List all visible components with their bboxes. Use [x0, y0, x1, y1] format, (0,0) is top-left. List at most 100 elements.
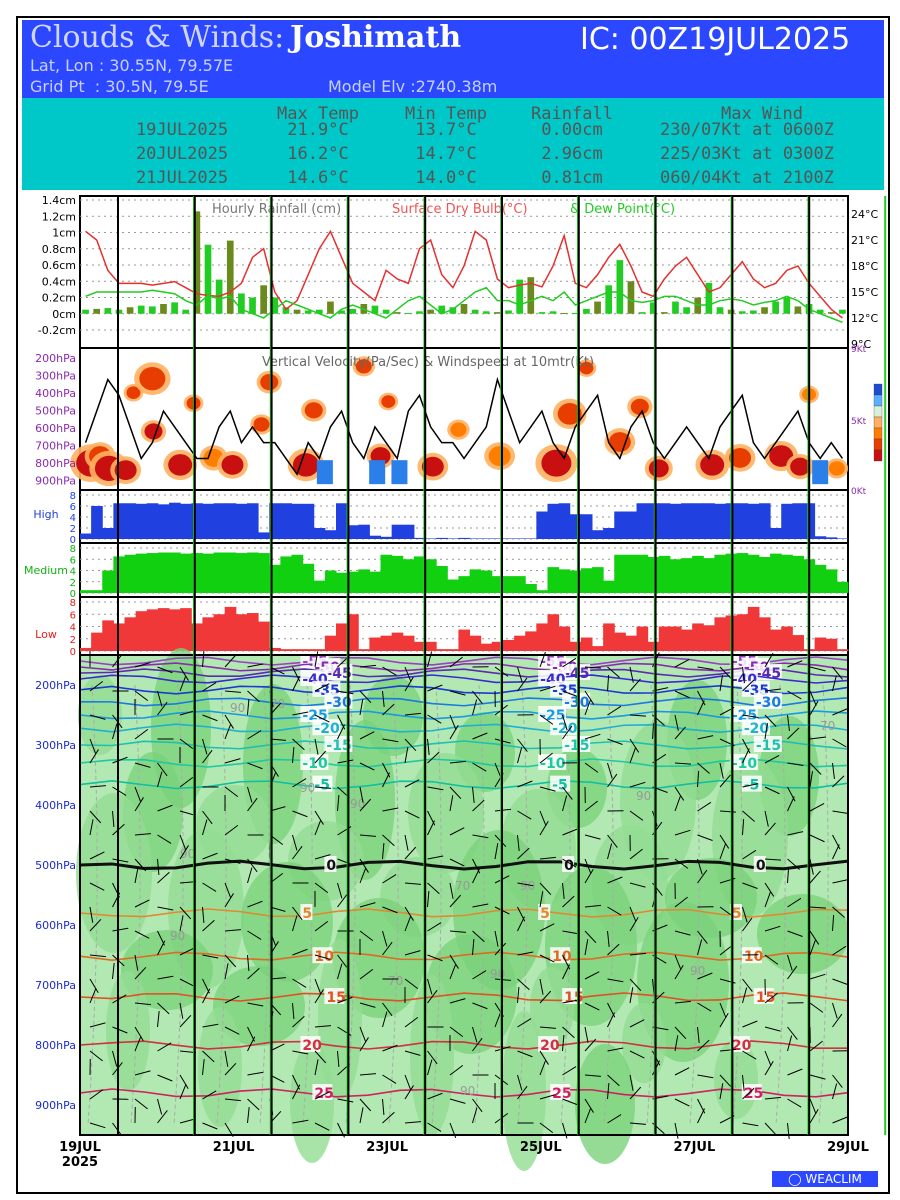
- dew-point-legend: & Dew Point(°C): [570, 202, 675, 217]
- wind-barb: [247, 858, 258, 873]
- wind-barb: [719, 774, 731, 788]
- wind-barb: [472, 732, 488, 740]
- temperature-label: -10: [302, 756, 328, 772]
- rain-bar: [204, 244, 212, 314]
- temp-label-bg: [729, 706, 758, 722]
- wind-barb: [719, 944, 733, 956]
- cloud-bar: [436, 649, 448, 651]
- vv-blob: [114, 460, 137, 481]
- cloud-bar: [91, 506, 103, 539]
- cloud-bar: [180, 608, 192, 651]
- wind-barb: [224, 690, 241, 693]
- cloud-bar: [235, 503, 248, 539]
- rh-level-label: 200hPa: [35, 679, 76, 692]
- wind-barb: [562, 786, 573, 800]
- wind-barb: [179, 1002, 184, 1019]
- wind-barb: [517, 677, 528, 692]
- wind-barb: [607, 738, 623, 745]
- cloud-bar: [358, 569, 370, 593]
- cloud-bar: [547, 503, 560, 539]
- temp-label-bg: [312, 947, 333, 964]
- x-tick-label: 29JUL: [827, 1140, 869, 1155]
- wind-barb: [832, 844, 840, 860]
- cloud-bar: [180, 503, 192, 539]
- cloud-bar: [658, 503, 671, 539]
- wind-barb: [202, 882, 217, 892]
- wind-barb: [314, 1025, 331, 1028]
- cloud-bar: [447, 579, 459, 593]
- wind-barb: [697, 666, 714, 670]
- y-tick-label: 0.2cm: [42, 292, 76, 305]
- temperature-contour: [79, 685, 849, 695]
- cloud-bar: [625, 635, 638, 651]
- rain-bar: [816, 309, 824, 314]
- cloud-bar: [825, 569, 838, 593]
- wind-barb: [832, 915, 835, 932]
- cloud-bar: [770, 553, 782, 593]
- cloud-bar: [603, 580, 615, 593]
- cloud-bar: [447, 538, 459, 539]
- rh-label: 70: [388, 974, 403, 988]
- y-tick-label: 0cm: [52, 308, 76, 321]
- vv-blob: [450, 422, 467, 437]
- temp-label-bg: [538, 1036, 559, 1052]
- row-wind: 060/04Kt at 2100Z: [660, 168, 834, 188]
- vv-colorbar-cell: [873, 438, 883, 451]
- wind-barb: [697, 1039, 710, 1052]
- y-tick-label: 1.2cm: [42, 210, 76, 223]
- wind-barb: [112, 1050, 118, 1067]
- wind-barb: [607, 943, 620, 956]
- wind-barb: [517, 951, 534, 956]
- wind-barb: [719, 1002, 727, 1019]
- wind-barb: [472, 699, 478, 716]
- cloud-bar: [714, 503, 727, 539]
- wind-barb: [224, 1062, 237, 1076]
- wind-barb: [562, 1035, 565, 1052]
- wind-barb: [89, 738, 97, 755]
- rh-contour: [818, 684, 829, 1126]
- rain-bar: [683, 307, 690, 314]
- cloud-bar: [703, 503, 715, 539]
- wind-barb: [607, 1083, 610, 1100]
- wind-barb: [202, 1023, 219, 1028]
- wind-barb: [832, 879, 849, 884]
- cloud-bar: [135, 553, 148, 593]
- cloud-bar: [213, 503, 226, 539]
- cloud-bar: [814, 536, 827, 539]
- wind-barb: [112, 786, 127, 796]
- cloud-bar: [491, 641, 504, 651]
- wind-barb: [764, 891, 771, 908]
- wind-barb: [809, 700, 819, 716]
- wind-barb: [359, 867, 367, 884]
- wind-barb: [404, 666, 412, 683]
- wind-barb: [742, 978, 753, 992]
- wind-barb: [292, 948, 308, 956]
- rh-level-label: 300hPa: [35, 739, 76, 752]
- wind-barb: [292, 978, 307, 988]
- wind-barb: [382, 834, 395, 847]
- temperature-label: -45: [326, 666, 351, 682]
- cloud-bar: [246, 552, 259, 593]
- cloud-bar: [747, 503, 760, 539]
- wind-barb: [134, 1026, 144, 1041]
- wind-barb: [809, 771, 813, 788]
- wind-barb: [337, 724, 345, 740]
- wind-barb: [247, 762, 263, 770]
- cloud-bar: [614, 554, 626, 593]
- wind-barb: [674, 1026, 687, 1040]
- wind-barb: [224, 929, 241, 932]
- wind-barb: [157, 1011, 160, 1028]
- wind-barb: [314, 714, 330, 723]
- rain-bar: [839, 309, 846, 314]
- wind-barb: [382, 874, 397, 884]
- wind-barb: [202, 919, 215, 932]
- cloud-bar: [302, 503, 315, 539]
- temperature-label: -5: [314, 778, 330, 794]
- wind-barb: [89, 1050, 103, 1062]
- cloud-bar: [402, 559, 415, 593]
- cloud-bar: [235, 614, 248, 651]
- vv-blob: [381, 395, 396, 408]
- row-date: 21JUL2025: [135, 168, 229, 188]
- cloud-bar: [814, 637, 827, 651]
- wind-barb: [629, 666, 634, 683]
